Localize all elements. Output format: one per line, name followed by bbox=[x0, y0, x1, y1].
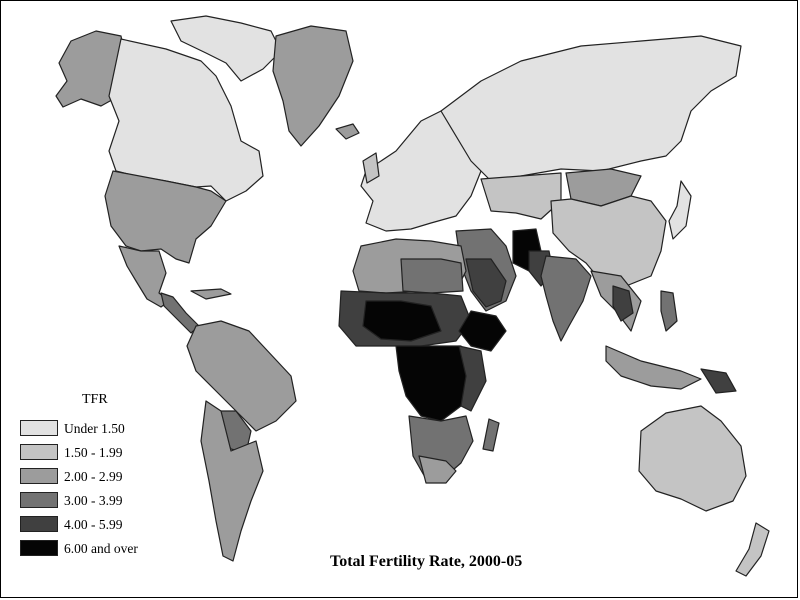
region-usa bbox=[104, 170, 227, 264]
region-alaska bbox=[55, 30, 127, 108]
region-central-asia bbox=[480, 172, 562, 220]
region-philippines bbox=[660, 290, 678, 332]
region-russia bbox=[440, 35, 742, 182]
region-libya-egypt bbox=[400, 258, 464, 294]
region-new-zealand bbox=[735, 522, 770, 577]
region-png bbox=[700, 368, 737, 394]
legend-item: 4.00 - 5.99 bbox=[20, 516, 190, 534]
region-uk bbox=[362, 152, 380, 184]
legend-item: 1.50 - 1.99 bbox=[20, 444, 190, 462]
legend-item: 6.00 and over bbox=[20, 540, 190, 558]
region-europe bbox=[360, 110, 482, 232]
legend-label: 6.00 and over bbox=[64, 541, 138, 556]
legend-swatch bbox=[20, 420, 58, 436]
legend-title: TFR bbox=[82, 392, 108, 407]
legend-label: 2.00 - 2.99 bbox=[64, 469, 123, 484]
legend-swatch bbox=[20, 444, 58, 460]
region-caribbean bbox=[190, 288, 232, 300]
region-central-africa bbox=[395, 345, 470, 422]
legend-label: Under 1.50 bbox=[64, 421, 125, 436]
region-horn-of-africa bbox=[458, 310, 507, 352]
region-mexico bbox=[118, 245, 170, 308]
region-arabia bbox=[465, 258, 507, 308]
legend-swatch bbox=[20, 492, 58, 508]
region-arctic-islands bbox=[170, 15, 282, 82]
map-title: Total Fertility Rate, 2000-05 bbox=[330, 553, 523, 570]
legend-swatch bbox=[20, 540, 58, 556]
region-japan bbox=[668, 180, 692, 240]
region-south-america-south bbox=[200, 400, 264, 562]
region-south-america-north bbox=[186, 320, 297, 432]
region-iceland bbox=[335, 123, 360, 140]
region-china bbox=[550, 195, 667, 287]
region-greenland bbox=[272, 25, 354, 147]
region-india bbox=[540, 255, 592, 342]
legend-swatch bbox=[20, 516, 58, 532]
region-australia bbox=[638, 405, 747, 512]
region-east-africa bbox=[458, 345, 487, 412]
legend-label: 3.00 - 3.99 bbox=[64, 493, 123, 508]
legend-label: 1.50 - 1.99 bbox=[64, 445, 123, 460]
region-madagascar bbox=[482, 418, 500, 452]
region-sahel-high bbox=[362, 300, 442, 342]
region-central-america bbox=[160, 292, 200, 334]
legend-item: 2.00 - 2.99 bbox=[20, 468, 190, 486]
region-south-africa bbox=[418, 455, 457, 484]
legend-swatch bbox=[20, 468, 58, 484]
region-indonesia bbox=[605, 345, 702, 390]
legend-item: Under 1.50 bbox=[20, 420, 190, 438]
legend-label: 4.00 - 5.99 bbox=[64, 517, 123, 532]
legend-item: 3.00 - 3.99 bbox=[20, 492, 190, 510]
region-laos-cambodia bbox=[612, 285, 634, 322]
